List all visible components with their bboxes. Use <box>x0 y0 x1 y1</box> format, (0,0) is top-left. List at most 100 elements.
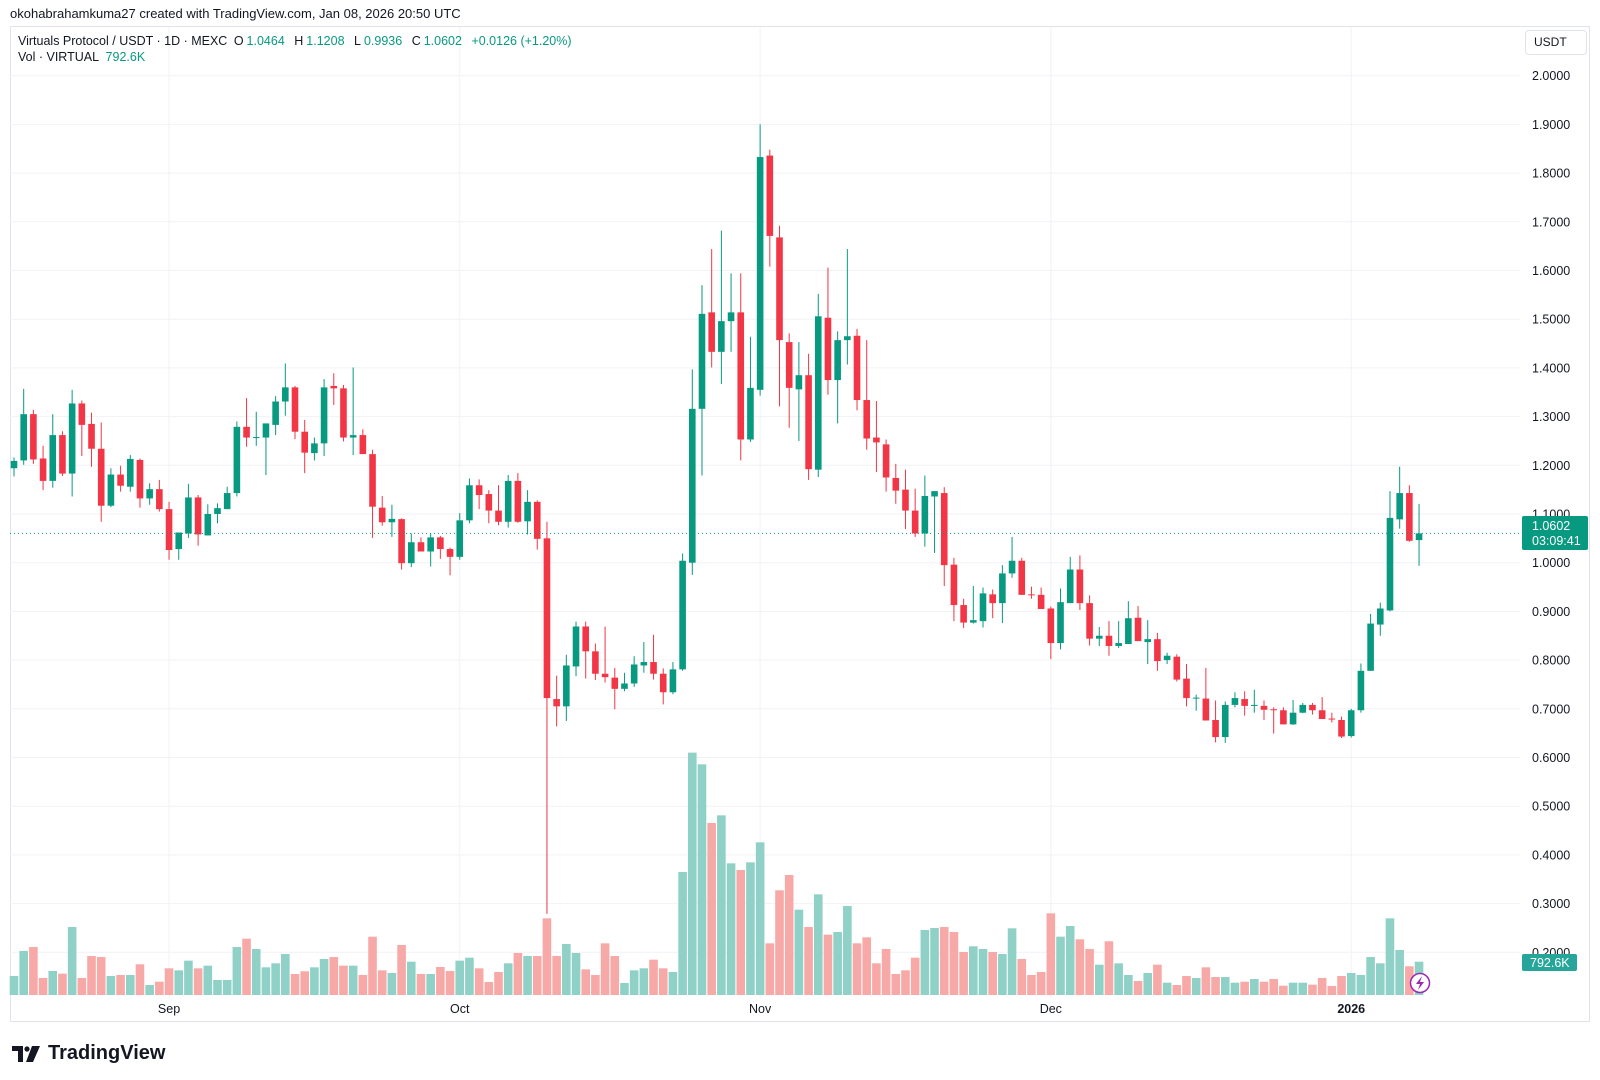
currency-unit-button[interactable]: USDT <box>1525 30 1587 55</box>
candle <box>1396 466 1403 529</box>
volume-bar <box>426 973 435 995</box>
candle-body <box>1144 639 1152 643</box>
volume-bar <box>1366 957 1375 995</box>
time-tick-label: Oct <box>450 1002 470 1016</box>
price-tick-label: 0.5000 <box>1532 800 1570 814</box>
volume-bar <box>58 973 67 995</box>
candle <box>669 662 677 695</box>
price-tick-label: 0.3000 <box>1532 897 1570 911</box>
candle-body <box>185 497 192 534</box>
alert-lightning-icon[interactable] <box>1409 972 1431 994</box>
candle-body <box>68 403 76 474</box>
volume-bar <box>697 764 707 995</box>
candle <box>126 455 134 492</box>
volume-bar <box>9 976 19 995</box>
candle <box>1144 620 1152 664</box>
high-label: H <box>294 34 304 48</box>
volume-bar <box>339 965 348 995</box>
volume-bar <box>629 970 639 995</box>
candle <box>194 495 202 546</box>
candle <box>572 621 580 677</box>
candle-body <box>417 542 425 552</box>
volume-bar <box>106 976 116 995</box>
tradingview-logo-icon <box>12 1045 40 1062</box>
candle-body <box>533 501 541 539</box>
candle-body <box>1057 602 1064 644</box>
candle <box>20 388 27 465</box>
candle-body <box>834 340 841 381</box>
last-volume-text: 792.6K <box>1530 956 1570 970</box>
candle-body <box>805 375 812 470</box>
legend-symbol[interactable]: Virtuals Protocol / USDT · 1D · MEXC <box>18 34 228 48</box>
candle <box>1115 621 1122 648</box>
tradingview-logo[interactable]: TradingView <box>12 1042 165 1065</box>
candle-body <box>1357 670 1365 711</box>
volume-bar <box>1395 950 1404 995</box>
candle <box>611 667 619 710</box>
candle-body <box>1047 608 1055 644</box>
candle <box>311 437 318 461</box>
candle-body <box>1260 705 1268 710</box>
price-tick-label: 1.3000 <box>1532 410 1570 424</box>
volume-bar <box>620 982 629 995</box>
countdown-text: 03:09:41 <box>1532 534 1581 548</box>
candle-body <box>136 459 144 499</box>
price-axis: 2.0000 1.9000 1.8000 1.7000 1.6000 1.5000 1.40… <box>1532 69 1570 960</box>
candle-body <box>388 518 396 523</box>
volume-bar <box>1133 981 1143 995</box>
candle-body <box>1086 603 1093 639</box>
candle <box>223 486 231 510</box>
candle-body <box>999 573 1006 604</box>
volume-bar <box>1094 964 1104 995</box>
volume-bar <box>910 957 920 995</box>
candle-body <box>272 401 279 425</box>
volume-bar <box>310 967 319 995</box>
candle <box>1095 626 1103 646</box>
candle <box>1008 536 1016 578</box>
candle-body <box>514 480 522 522</box>
candle <box>999 565 1006 624</box>
candle <box>553 675 560 727</box>
candle <box>117 465 124 492</box>
candle <box>795 342 803 441</box>
volume-bar <box>1065 926 1075 995</box>
candle <box>1338 716 1345 739</box>
candle <box>659 668 667 705</box>
volume-bar <box>96 957 106 995</box>
candle-body <box>214 508 221 514</box>
candle-body <box>485 494 493 511</box>
candle-body <box>524 501 531 522</box>
candle-body <box>1251 704 1258 706</box>
candle <box>1406 485 1413 542</box>
candle-body <box>1376 608 1384 625</box>
volume-bar <box>813 894 823 995</box>
candle <box>960 598 967 628</box>
candle-body <box>950 564 958 606</box>
volume-bar <box>484 982 494 995</box>
volume-bar <box>523 956 532 995</box>
time-tick-label: Sep <box>158 1002 180 1016</box>
legend-volume-row: Vol · VIRTUAL 792.6K <box>18 49 575 65</box>
volume-bar <box>242 938 251 995</box>
candle-body <box>320 387 328 444</box>
volume-bar <box>862 937 872 995</box>
volume-label[interactable]: Vol · VIRTUAL <box>18 50 100 64</box>
volume-bar <box>87 956 96 995</box>
candle <box>1289 700 1297 725</box>
candle-body <box>1212 720 1219 738</box>
volume-bar <box>872 963 881 995</box>
candle <box>1309 702 1316 715</box>
candle <box>1047 606 1055 660</box>
candle <box>1260 700 1268 721</box>
grid-lines <box>10 27 1520 998</box>
candle <box>640 642 648 673</box>
candle <box>88 412 95 467</box>
price-tick-label: 1.0000 <box>1532 556 1570 570</box>
volume-bar <box>658 968 668 995</box>
candle-body <box>1386 517 1394 611</box>
volume-bar <box>639 968 649 995</box>
candle <box>165 501 173 560</box>
volume-bar <box>474 968 484 995</box>
volume-bar <box>1259 981 1269 995</box>
